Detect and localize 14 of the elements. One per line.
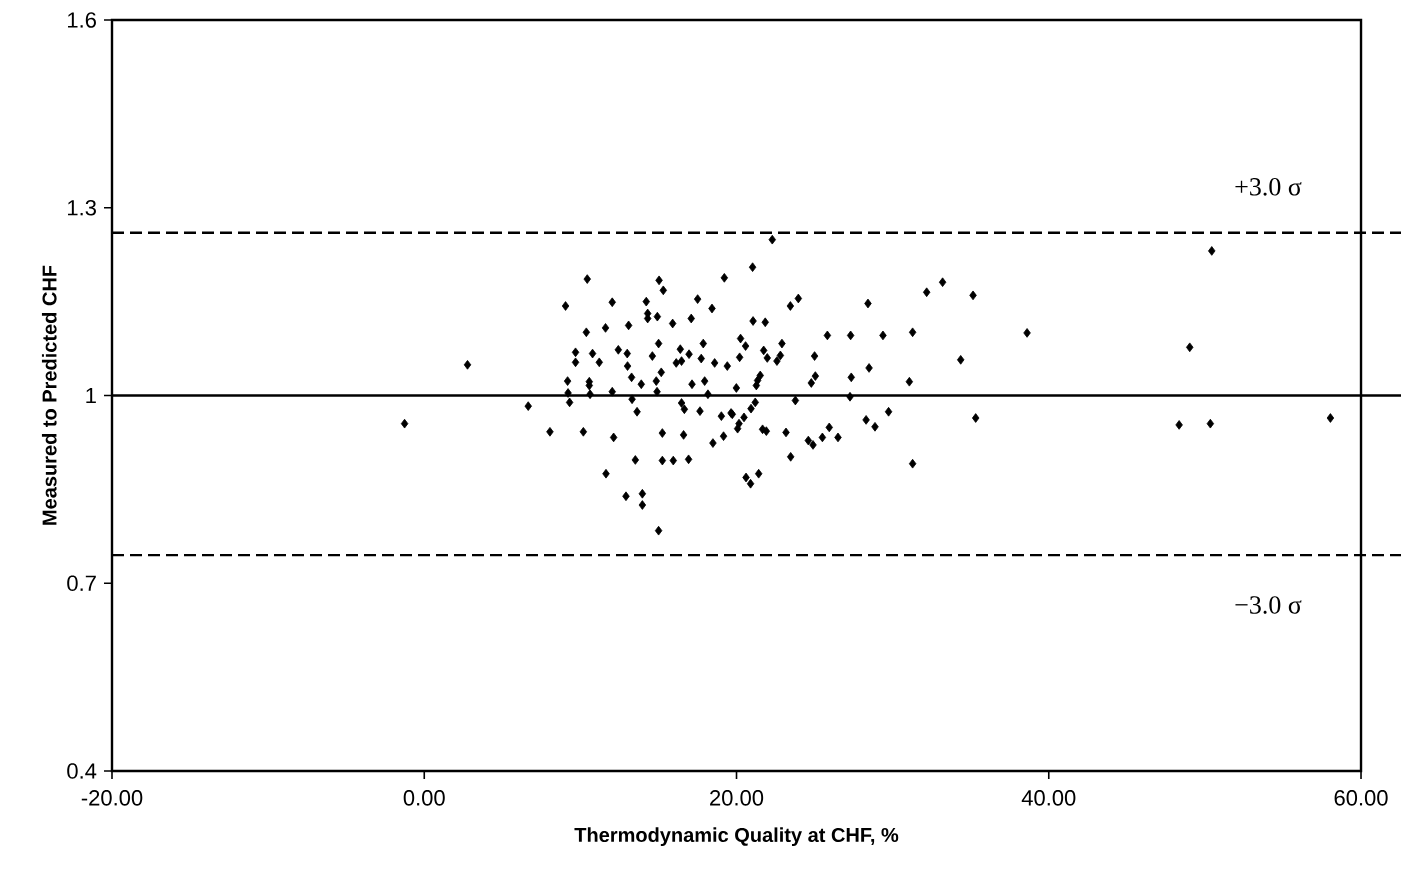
x-tick-label: 60.00 — [1334, 790, 1388, 806]
y-tick-label: 0.7 — [67, 575, 96, 592]
ref-line-label: +3.0 σ — [1235, 178, 1302, 196]
x-tick-label: 40.00 — [1021, 790, 1076, 806]
x-tick-label: 0.00 — [403, 790, 445, 806]
y-tick-label: 1 — [86, 387, 96, 404]
x-tick-label: 20.00 — [710, 790, 764, 806]
x-tick-label: -20.00 — [81, 790, 143, 806]
y-tick-label: 0.4 — [67, 763, 97, 779]
x-axis-title: Thermodynamic Quality at CHF, % — [574, 827, 899, 847]
y-tick-label: 1.3 — [68, 199, 96, 216]
ref-line-label: −3.0 σ — [1235, 596, 1302, 614]
y-tick-label: 1.6 — [68, 12, 96, 28]
y-axis-title: Measured to Predicted CHF — [41, 265, 57, 525]
